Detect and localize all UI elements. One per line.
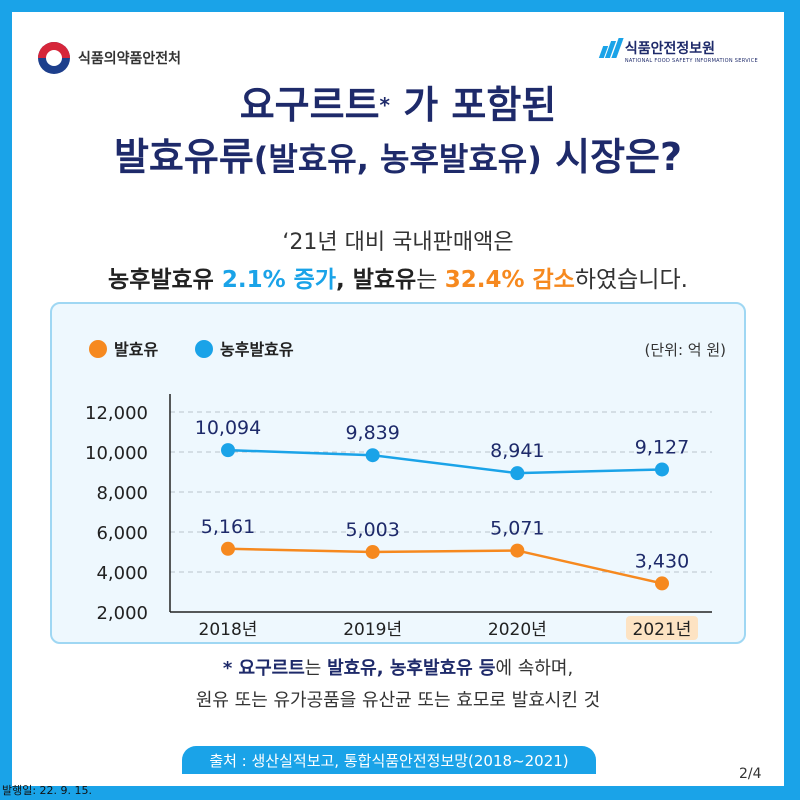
page-title-line1: 요구르트* 가 포함된	[12, 80, 784, 130]
legend-marker-2	[195, 340, 213, 358]
data-point	[365, 448, 380, 463]
summary-text: 하였습니다.	[574, 267, 688, 293]
unit-label: (단위: 억 원)	[645, 341, 727, 359]
summary-line1: ‘21년 대비 국내판매액은	[282, 230, 514, 255]
summary-text: ,	[335, 267, 353, 293]
summary-text: 농후발효유	[108, 267, 222, 293]
ministry-logo: 식품의약품안전처	[38, 42, 181, 74]
x-tick-label: 2018년	[199, 620, 258, 640]
taegeuk-emblem-icon	[38, 42, 70, 74]
series-line-2	[227, 448, 663, 475]
title-text: 요구르트	[239, 83, 380, 127]
agency-name-en: NATIONAL FOOD SAFETY INFORMATION SERVICE	[624, 58, 758, 64]
series-line-1	[227, 547, 663, 585]
data-point	[510, 466, 525, 481]
title-text: 시장은?	[541, 135, 683, 179]
page-number: 2/4	[739, 766, 762, 782]
data-point	[510, 543, 525, 558]
x-tick-label: 2021년	[633, 620, 692, 640]
note-text: 발효유, 농후발효유 등	[327, 658, 496, 679]
y-tick-label: 8,000	[96, 483, 148, 504]
data-point	[221, 541, 235, 556]
summary-line2: 농후발효유 2.1% 증가, 발효유는 32.4% 감소하였습니다.	[12, 260, 784, 294]
infographic-card: 식품의약품안전처 식품안전정보원 NATIONAL FOOD SAFETY IN…	[12, 12, 784, 786]
y-tick-label: 6,000	[96, 523, 148, 544]
ministry-name: 식품의약품안전처	[78, 51, 182, 67]
note-asterisk: *	[222, 658, 239, 679]
data-point	[365, 544, 380, 559]
agency-mark-icon	[598, 38, 624, 58]
legend-label-2: 농후발효유	[220, 340, 294, 359]
title-asterisk: *	[379, 93, 390, 117]
source-footer: 출처 : 생산실적보고, 통합식품안전정보망(2018~2021)	[182, 746, 596, 774]
agency-name: 식품안전정보원	[624, 41, 716, 57]
footnote-line1: * 요구르트는 발효유, 농후발효유 등에 속하며,	[12, 654, 784, 680]
y-tick-label: 10,000	[85, 443, 148, 464]
data-label: 5,161	[201, 516, 255, 538]
x-tick-highlight	[626, 616, 698, 640]
data-label: 5,071	[490, 518, 544, 540]
data-label: 9,127	[635, 436, 689, 458]
x-tick-label: 2019년	[343, 620, 402, 640]
data-label: 5,003	[345, 519, 399, 541]
note-text: 요구르트	[238, 658, 305, 679]
page-title-line2: 발효유류(발효유, 농후발효유) 시장은?	[12, 132, 784, 184]
publish-date: 발행일: 22. 9. 15.	[2, 784, 93, 797]
title-text: 가 포함된	[390, 83, 557, 127]
agency-logo: 식품안전정보원 NATIONAL FOOD SAFETY INFORMATION…	[598, 38, 758, 64]
summary-increase: 2.1% 증가	[221, 267, 336, 293]
summary-text: 는	[416, 267, 445, 293]
summary-decrease: 32.4% 감소	[444, 267, 575, 293]
y-tick-label: 12,000	[85, 403, 148, 424]
legend-marker-1	[89, 340, 107, 358]
title-paren: (발효유, 농후발효유)	[253, 140, 542, 178]
data-label: 3,430	[635, 550, 689, 572]
data-label: 10,094	[195, 417, 261, 439]
data-point	[655, 462, 669, 477]
legend-label-1: 발효유	[114, 340, 158, 359]
y-tick-label: 2,000	[96, 603, 148, 624]
note-text: 에 속하며,	[495, 658, 574, 679]
data-point	[655, 576, 669, 591]
summary-text: 발효유	[352, 267, 417, 293]
chart-panel: 발효유 농후발효유 (단위: 억 원) 2,000 4,000 6,000 8,000 10,…	[50, 302, 746, 644]
data-label: 8,941	[490, 440, 544, 462]
data-label: 9,839	[345, 422, 399, 444]
footnote-line2: 원유 또는 유가공품을 유산균 또는 효모로 발효시킨 것	[195, 690, 601, 711]
title-text: 발효유류	[113, 135, 254, 179]
note-text: 는	[304, 658, 328, 679]
data-point	[221, 443, 235, 458]
x-tick-label: 2020년	[488, 620, 547, 640]
y-tick-label: 4,000	[96, 563, 148, 584]
line-chart: 발효유 농후발효유 (단위: 억 원) 2,000 4,000 6,000 8,000 10,…	[85, 340, 727, 640]
